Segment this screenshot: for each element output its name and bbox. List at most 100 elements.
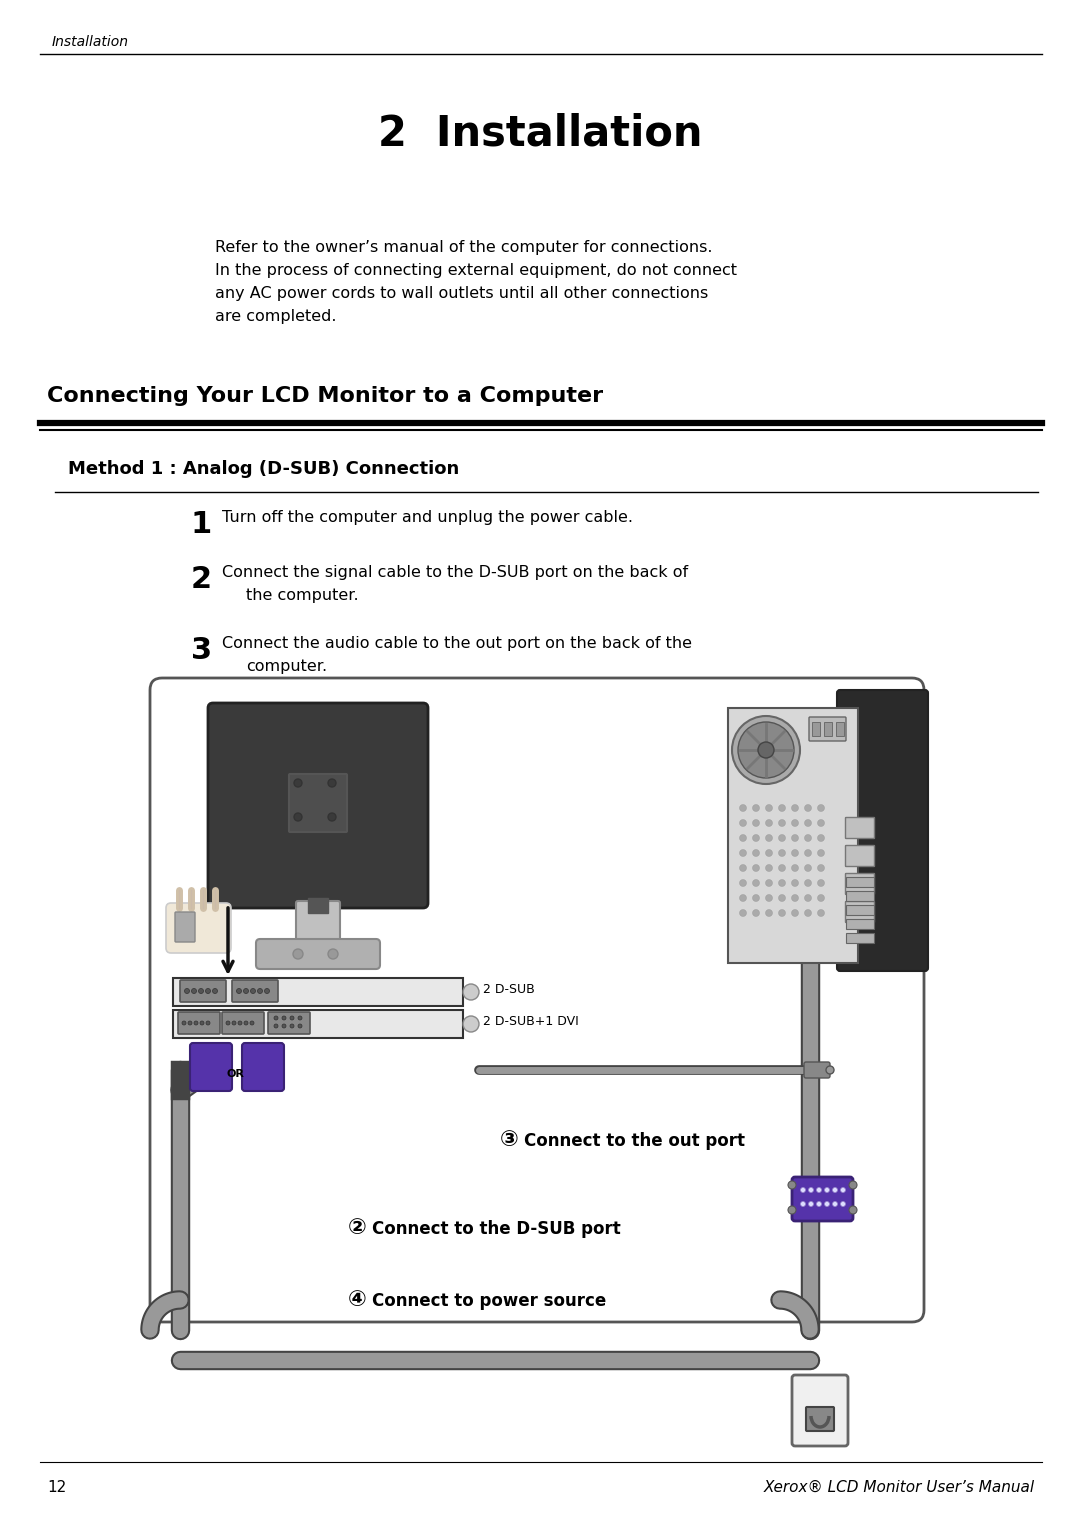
Circle shape — [792, 820, 798, 826]
Circle shape — [282, 1023, 286, 1028]
FancyBboxPatch shape — [846, 873, 875, 895]
Circle shape — [740, 895, 746, 901]
FancyBboxPatch shape — [175, 912, 195, 942]
FancyBboxPatch shape — [846, 905, 874, 915]
Circle shape — [740, 850, 746, 856]
Circle shape — [840, 1187, 846, 1192]
Circle shape — [779, 835, 785, 841]
FancyBboxPatch shape — [792, 1376, 848, 1446]
Circle shape — [294, 778, 302, 787]
Circle shape — [274, 1016, 278, 1020]
Circle shape — [291, 1016, 294, 1020]
FancyBboxPatch shape — [308, 898, 328, 913]
Circle shape — [274, 1023, 278, 1028]
Text: 2  Installation: 2 Installation — [378, 112, 702, 155]
FancyBboxPatch shape — [190, 1043, 232, 1091]
Circle shape — [753, 820, 759, 826]
FancyBboxPatch shape — [180, 980, 226, 1002]
Circle shape — [824, 1187, 829, 1192]
Circle shape — [792, 864, 798, 872]
Text: Xerox® LCD Monitor User’s Manual: Xerox® LCD Monitor User’s Manual — [764, 1480, 1035, 1495]
Text: OR: OR — [226, 1069, 244, 1079]
Text: Turn off the computer and unplug the power cable.: Turn off the computer and unplug the pow… — [222, 510, 633, 525]
Circle shape — [779, 879, 785, 887]
Circle shape — [805, 879, 811, 887]
FancyBboxPatch shape — [846, 876, 874, 887]
Circle shape — [257, 988, 262, 993]
Circle shape — [818, 910, 824, 916]
Circle shape — [732, 715, 800, 784]
Circle shape — [251, 988, 256, 993]
FancyBboxPatch shape — [837, 689, 928, 971]
Circle shape — [792, 910, 798, 916]
FancyBboxPatch shape — [150, 679, 924, 1322]
Circle shape — [805, 804, 811, 812]
Circle shape — [740, 804, 746, 812]
Circle shape — [291, 1023, 294, 1028]
Circle shape — [463, 984, 480, 1000]
Polygon shape — [728, 708, 858, 964]
FancyBboxPatch shape — [242, 1043, 284, 1091]
Circle shape — [740, 910, 746, 916]
FancyBboxPatch shape — [809, 717, 846, 741]
Circle shape — [805, 864, 811, 872]
Circle shape — [740, 835, 746, 841]
Circle shape — [792, 879, 798, 887]
Circle shape — [244, 1020, 248, 1025]
Circle shape — [183, 1020, 186, 1025]
Circle shape — [753, 895, 759, 901]
Circle shape — [779, 850, 785, 856]
Circle shape — [818, 879, 824, 887]
Text: 1: 1 — [191, 510, 212, 539]
Text: Connect the audio cable to the out port on the back of the: Connect the audio cable to the out port … — [222, 636, 692, 651]
Circle shape — [849, 1206, 858, 1213]
Circle shape — [282, 1016, 286, 1020]
Circle shape — [779, 820, 785, 826]
FancyBboxPatch shape — [173, 977, 463, 1007]
Text: Connecting Your LCD Monitor to a Computer: Connecting Your LCD Monitor to a Compute… — [48, 386, 603, 406]
Circle shape — [753, 804, 759, 812]
Circle shape — [740, 864, 746, 872]
Circle shape — [188, 1020, 192, 1025]
Circle shape — [298, 1016, 302, 1020]
Circle shape — [293, 948, 303, 959]
FancyBboxPatch shape — [846, 818, 875, 838]
Text: ③: ③ — [500, 1131, 518, 1151]
Circle shape — [206, 1020, 210, 1025]
Circle shape — [265, 988, 270, 993]
Circle shape — [849, 1181, 858, 1189]
Text: ④: ④ — [348, 1290, 367, 1310]
Circle shape — [191, 988, 197, 993]
Circle shape — [818, 864, 824, 872]
FancyBboxPatch shape — [166, 902, 231, 953]
Text: Method 1 : Analog (D-SUB) Connection: Method 1 : Analog (D-SUB) Connection — [68, 460, 459, 478]
FancyBboxPatch shape — [804, 1062, 831, 1079]
FancyBboxPatch shape — [178, 1013, 220, 1034]
Text: Refer to the owner’s manual of the computer for connections.: Refer to the owner’s manual of the compu… — [215, 241, 713, 254]
Circle shape — [833, 1201, 837, 1207]
Circle shape — [766, 835, 772, 841]
Circle shape — [205, 988, 211, 993]
FancyBboxPatch shape — [846, 846, 875, 867]
FancyBboxPatch shape — [846, 901, 875, 922]
Circle shape — [766, 804, 772, 812]
Circle shape — [328, 813, 336, 821]
Circle shape — [740, 820, 746, 826]
FancyBboxPatch shape — [222, 1013, 264, 1034]
Circle shape — [328, 948, 338, 959]
Circle shape — [237, 988, 242, 993]
Text: Connect to power source: Connect to power source — [372, 1291, 606, 1310]
FancyBboxPatch shape — [846, 933, 874, 944]
Circle shape — [238, 1020, 242, 1025]
Circle shape — [243, 988, 248, 993]
Circle shape — [232, 1020, 237, 1025]
Circle shape — [800, 1201, 806, 1207]
Text: computer.: computer. — [246, 659, 327, 674]
Circle shape — [199, 988, 203, 993]
Circle shape — [766, 850, 772, 856]
Text: 12: 12 — [48, 1480, 66, 1495]
Text: 2 D-SUB+1 DVI: 2 D-SUB+1 DVI — [483, 1016, 579, 1028]
Circle shape — [758, 741, 774, 758]
FancyBboxPatch shape — [806, 1406, 834, 1431]
Circle shape — [766, 879, 772, 887]
